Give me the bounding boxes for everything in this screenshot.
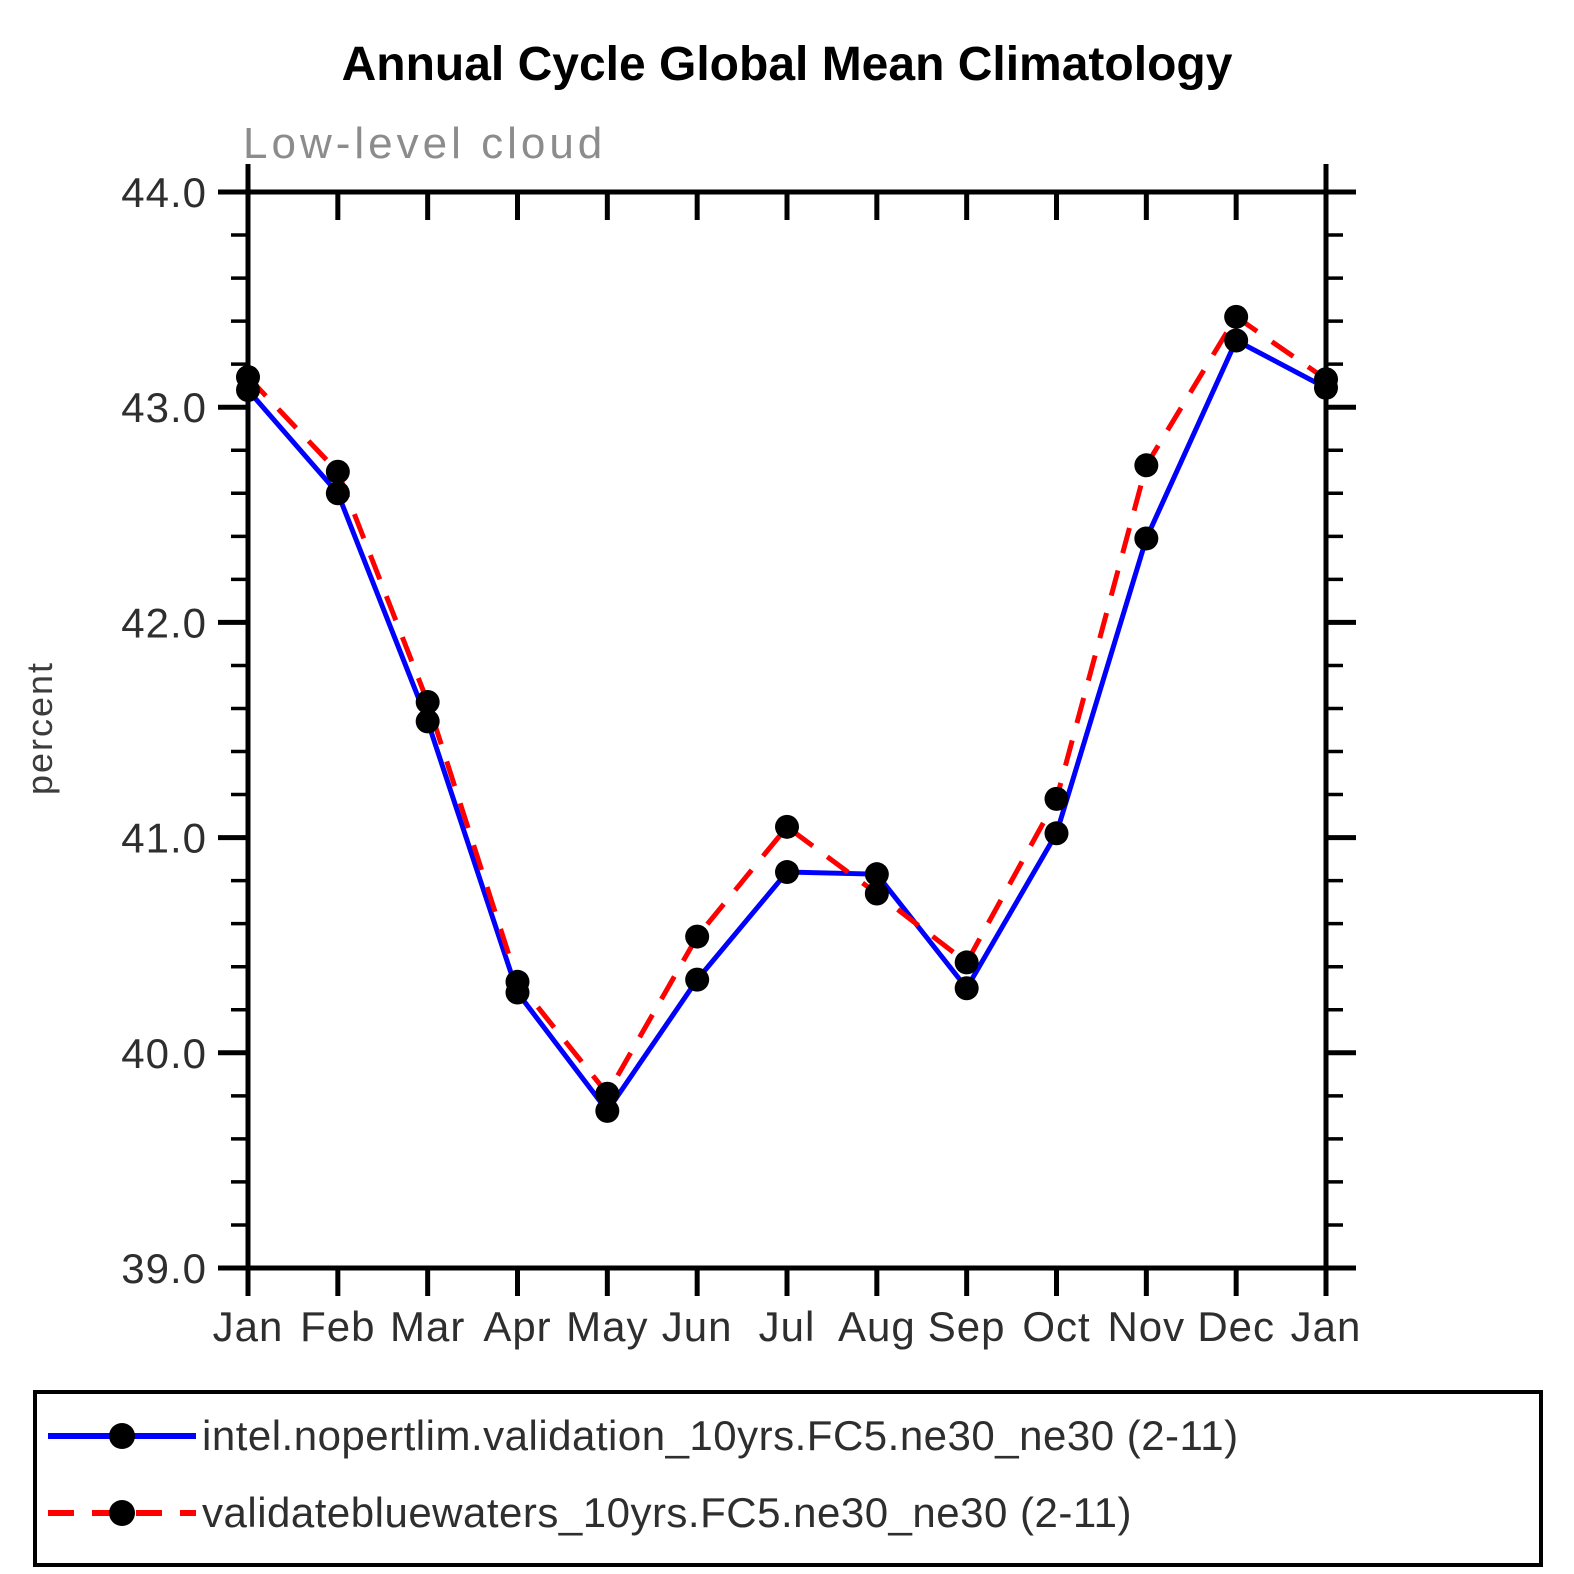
data-point-series-2 — [325, 459, 350, 484]
y-tick-label: 43.0 — [121, 384, 207, 431]
data-point-series-2 — [1314, 367, 1338, 392]
data-point-series-2 — [595, 1081, 620, 1106]
data-point-series-1 — [325, 481, 350, 506]
x-month-label: Sep — [928, 1303, 1006, 1350]
data-point-series-2 — [236, 365, 260, 390]
y-axis-label: percent — [19, 661, 60, 795]
x-axis-ticks — [245, 192, 1329, 1296]
plot-axes — [220, 164, 1354, 1296]
legend-line-samples — [48, 1423, 196, 1526]
data-point-series-1 — [1044, 821, 1069, 846]
legend-box — [33, 1390, 1543, 1567]
data-point-series-1 — [595, 1098, 620, 1123]
data-point-series-1 — [415, 709, 440, 734]
data-point-series-2 — [685, 924, 710, 949]
x-month-label: Jan — [1291, 1303, 1362, 1350]
legend-label-series-1: intel.nopertlim.validation_10yrs.FC5.ne3… — [202, 1412, 1239, 1459]
data-point-series-2 — [1134, 453, 1159, 478]
chart-title: Annual Cycle Global Mean Climatology — [342, 38, 1233, 91]
y-tick-label: 42.0 — [121, 599, 207, 646]
data-point-series-2 — [864, 881, 889, 906]
data-point-series-2 — [1224, 304, 1249, 329]
data-point-series-1 — [685, 967, 710, 992]
x-month-labels: Jan Feb Mar Apr May Jun Jul Aug Sep Oct Nov Dec Jan — [213, 1303, 1362, 1350]
data-point-series-2 — [1044, 786, 1069, 811]
x-month-label: Jan — [213, 1303, 284, 1350]
y-tick-labels: 44.0 43.0 42.0 41.0 40.0 39.0 — [121, 169, 207, 1292]
y-tick-label: 40.0 — [121, 1030, 207, 1077]
data-point-series-1 — [775, 860, 799, 885]
x-month-label: Oct — [1022, 1303, 1090, 1350]
y-tick-label: 41.0 — [121, 815, 207, 862]
x-month-label: Apr — [483, 1303, 551, 1350]
data-point-series-1 — [1224, 328, 1249, 353]
x-month-label: Jul — [759, 1303, 816, 1350]
data-point-series-2 — [775, 814, 799, 839]
data-point-series-1 — [954, 976, 979, 1001]
x-month-label: Feb — [300, 1303, 375, 1350]
y-tick-label: 39.0 — [121, 1245, 207, 1292]
chart-subtitle: Low-level cloud — [243, 119, 606, 168]
x-month-label: Dec — [1197, 1303, 1275, 1350]
series-line-1 — [246, 337, 1328, 1116]
x-month-label: Jun — [662, 1303, 733, 1350]
x-month-label: Nov — [1107, 1303, 1185, 1350]
legend-sample-marker-2 — [109, 1500, 135, 1526]
legend: intel.nopertlim.validation_10yrs.FC5.ne3… — [33, 1390, 1543, 1567]
legend-sample-marker-1 — [109, 1423, 135, 1449]
data-point-series-1 — [1134, 526, 1159, 551]
data-point-markers — [236, 304, 1338, 1123]
data-point-series-2 — [954, 950, 979, 975]
x-month-label: May — [566, 1303, 648, 1350]
data-series — [246, 313, 1328, 1116]
x-month-label: Mar — [390, 1303, 465, 1350]
series-line-2 — [246, 313, 1328, 1099]
data-point-series-1 — [864, 862, 889, 887]
data-point-series-2 — [505, 969, 530, 994]
y-axis-ticks — [218, 189, 1356, 1271]
x-month-label: Aug — [838, 1303, 916, 1350]
data-point-series-2 — [415, 690, 440, 715]
legend-label-series-2: validatebluewaters_10yrs.FC5.ne30_ne30 (… — [202, 1489, 1132, 1536]
y-tick-label: 44.0 — [121, 169, 207, 216]
